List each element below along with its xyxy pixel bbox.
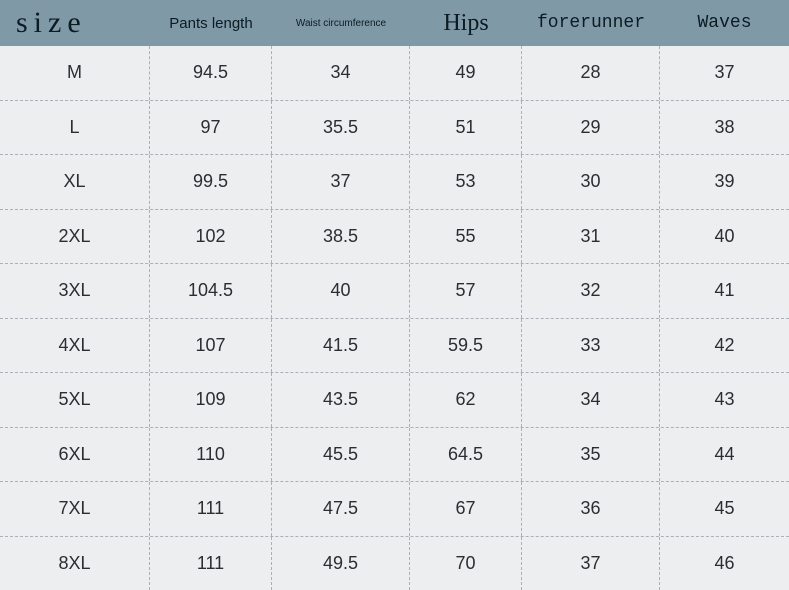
cell-length: 102 [150, 210, 272, 264]
cell-waves: 37 [660, 46, 789, 100]
cell-hips: 59.5 [410, 319, 522, 373]
cell-waves: 40 [660, 210, 789, 264]
cell-length: 97 [150, 101, 272, 155]
cell-forerunner: 32 [522, 264, 660, 318]
cell-size: XL [0, 155, 150, 209]
cell-size: 6XL [0, 428, 150, 482]
cell-waist: 45.5 [272, 428, 410, 482]
table-row: XL 99.5 37 53 30 39 [0, 155, 789, 210]
cell-hips: 49 [410, 46, 522, 100]
cell-size: 8XL [0, 537, 150, 590]
cell-waist: 43.5 [272, 373, 410, 427]
cell-waist: 38.5 [272, 210, 410, 264]
cell-size: M [0, 46, 150, 100]
size-table: size Pants length Waist circumference Hi… [0, 0, 789, 590]
cell-hips: 62 [410, 373, 522, 427]
col-header-waist: Waist circumference [272, 0, 410, 46]
cell-forerunner: 31 [522, 210, 660, 264]
cell-hips: 64.5 [410, 428, 522, 482]
col-header-waves: Waves [660, 0, 789, 46]
cell-waves: 39 [660, 155, 789, 209]
cell-length: 109 [150, 373, 272, 427]
cell-size: L [0, 101, 150, 155]
table-row: L 97 35.5 51 29 38 [0, 101, 789, 156]
cell-size: 7XL [0, 482, 150, 536]
cell-size: 2XL [0, 210, 150, 264]
cell-waves: 38 [660, 101, 789, 155]
table-row: 3XL 104.5 40 57 32 41 [0, 264, 789, 319]
cell-waves: 46 [660, 537, 789, 590]
cell-waist: 35.5 [272, 101, 410, 155]
cell-forerunner: 29 [522, 101, 660, 155]
cell-hips: 70 [410, 537, 522, 590]
cell-forerunner: 36 [522, 482, 660, 536]
cell-length: 111 [150, 482, 272, 536]
cell-forerunner: 30 [522, 155, 660, 209]
table-row: 6XL 110 45.5 64.5 35 44 [0, 428, 789, 483]
table-row: 4XL 107 41.5 59.5 33 42 [0, 319, 789, 374]
cell-waves: 45 [660, 482, 789, 536]
cell-forerunner: 28 [522, 46, 660, 100]
col-header-size: size [0, 0, 150, 46]
cell-waist: 41.5 [272, 319, 410, 373]
cell-waist: 47.5 [272, 482, 410, 536]
col-header-length: Pants length [150, 0, 272, 46]
cell-waist: 37 [272, 155, 410, 209]
cell-hips: 51 [410, 101, 522, 155]
cell-hips: 67 [410, 482, 522, 536]
col-header-hips: Hips [410, 0, 522, 46]
table-header-row: size Pants length Waist circumference Hi… [0, 0, 789, 46]
cell-waves: 43 [660, 373, 789, 427]
cell-forerunner: 35 [522, 428, 660, 482]
cell-length: 94.5 [150, 46, 272, 100]
table-row: M 94.5 34 49 28 37 [0, 46, 789, 101]
cell-length: 99.5 [150, 155, 272, 209]
cell-waist: 40 [272, 264, 410, 318]
cell-forerunner: 34 [522, 373, 660, 427]
cell-waist: 34 [272, 46, 410, 100]
cell-length: 104.5 [150, 264, 272, 318]
cell-hips: 55 [410, 210, 522, 264]
cell-size: 4XL [0, 319, 150, 373]
cell-waves: 44 [660, 428, 789, 482]
cell-waves: 42 [660, 319, 789, 373]
cell-hips: 57 [410, 264, 522, 318]
table-row: 8XL 111 49.5 70 37 46 [0, 537, 789, 590]
cell-forerunner: 37 [522, 537, 660, 590]
cell-size: 3XL [0, 264, 150, 318]
cell-length: 110 [150, 428, 272, 482]
cell-size: 5XL [0, 373, 150, 427]
col-header-forerunner: forerunner [522, 0, 660, 46]
table-row: 2XL 102 38.5 55 31 40 [0, 210, 789, 265]
table-row: 7XL 111 47.5 67 36 45 [0, 482, 789, 537]
cell-hips: 53 [410, 155, 522, 209]
cell-waves: 41 [660, 264, 789, 318]
cell-forerunner: 33 [522, 319, 660, 373]
cell-length: 111 [150, 537, 272, 590]
cell-waist: 49.5 [272, 537, 410, 590]
cell-length: 107 [150, 319, 272, 373]
table-row: 5XL 109 43.5 62 34 43 [0, 373, 789, 428]
